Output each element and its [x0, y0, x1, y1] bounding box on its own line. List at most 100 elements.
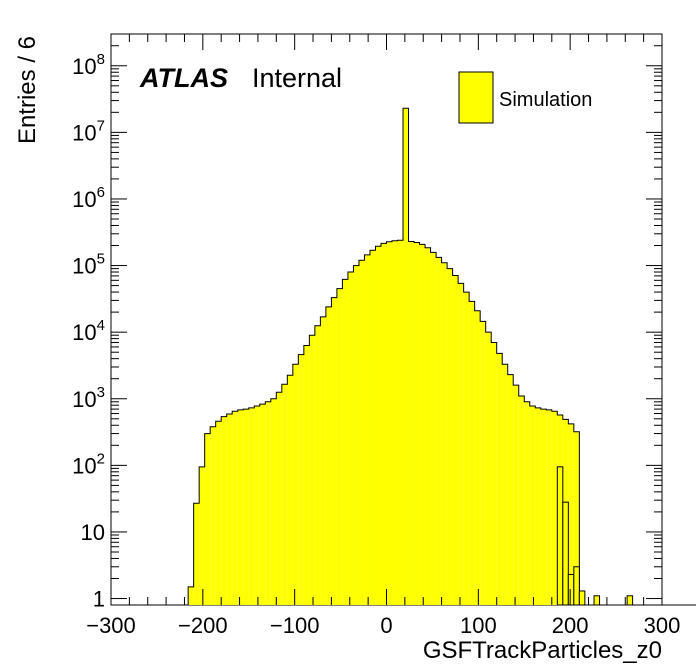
x-tick-label: 100 — [460, 613, 497, 638]
histogram-bin — [485, 332, 492, 605]
x-tick-label: 300 — [644, 613, 681, 638]
histogram-bin — [281, 384, 288, 605]
histogram-bin — [507, 374, 514, 605]
x-tick-label: 0 — [380, 613, 392, 638]
x-tick-label: 200 — [552, 613, 589, 638]
histogram-bin — [215, 421, 222, 605]
histogram-bin — [386, 241, 393, 605]
histogram-bin — [414, 242, 420, 605]
histogram-bin — [237, 409, 244, 605]
histogram-bin — [397, 240, 404, 605]
y-axis-title: Entries / 6 — [14, 36, 41, 144]
histogram-bin — [573, 431, 580, 605]
histogram-bin — [502, 364, 508, 605]
histogram-bin — [243, 409, 249, 605]
histogram-bin — [193, 503, 200, 605]
histogram-bin — [221, 416, 227, 605]
histogram-bin — [469, 301, 475, 605]
histogram-bin — [474, 310, 481, 605]
histogram-bin — [303, 345, 310, 605]
histogram-bin — [463, 292, 470, 605]
histogram-bin — [287, 375, 293, 605]
histogram-bin — [353, 265, 359, 605]
histogram-bin — [551, 411, 558, 605]
histogram-bin — [436, 257, 442, 605]
histogram-bin — [226, 414, 233, 605]
histogram-bin — [314, 325, 321, 605]
histogram-bin — [265, 401, 271, 605]
legend-swatch — [458, 71, 494, 124]
histogram-bin — [441, 262, 448, 605]
histogram-bin — [593, 595, 601, 606]
histogram-bin — [518, 396, 525, 605]
y-tick-label: 104 — [72, 317, 105, 345]
y-tick-label: 10 — [81, 520, 105, 545]
y-tick-label: 107 — [72, 117, 105, 145]
histogram-outline — [111, 107, 696, 606]
histogram-bars — [111, 107, 696, 606]
histogram-bin — [524, 401, 530, 605]
histogram-bin — [529, 405, 536, 605]
x-tick-label: −200 — [178, 613, 228, 638]
histogram-bin — [292, 364, 299, 605]
histogram-bin — [535, 407, 541, 605]
histogram-bin — [408, 241, 415, 605]
histogram-bin — [358, 260, 365, 605]
histogram-bin — [578, 590, 586, 606]
histogram-bin — [496, 353, 503, 605]
histogram-bin — [270, 398, 277, 605]
y-tick-label: 102 — [72, 450, 105, 478]
internal-label: Internal — [252, 63, 342, 93]
histogram-bin — [546, 409, 552, 605]
histogram-bin — [419, 244, 426, 605]
histogram-bin — [458, 283, 464, 605]
histogram-bin — [320, 316, 326, 605]
histogram-bin — [568, 423, 574, 605]
histogram-bin — [556, 466, 564, 606]
tick-labels: −300 −200 −100 0 100 200 300 1 10 102 103 104 105 106… — [72, 51, 680, 638]
atlas-label: ATLAS — [139, 63, 228, 93]
x-tick-label: −300 — [86, 613, 136, 638]
y-tick-label: 108 — [72, 51, 105, 79]
y-tick-label: 105 — [72, 251, 105, 279]
axes — [110, 33, 663, 605]
y-tick-label: 103 — [72, 384, 105, 412]
histogram-bin — [259, 404, 266, 605]
y-tick-label: 1 — [93, 587, 105, 612]
histogram-bin — [567, 573, 575, 606]
histogram-bin — [342, 279, 348, 605]
x-axis-title: GSFTrackParticles_z0 — [423, 637, 662, 664]
histogram-bin — [491, 342, 497, 605]
histogram-bin — [325, 306, 332, 605]
histogram-bin — [331, 297, 337, 605]
histogram-bin — [199, 466, 205, 605]
histogram-bin — [403, 108, 409, 605]
histogram-bin — [210, 426, 216, 605]
histogram-bin — [232, 411, 238, 605]
histogram-bin — [540, 409, 547, 605]
histogram-bin — [369, 250, 376, 605]
y-tick-label: 106 — [72, 184, 105, 212]
histogram-bin — [276, 392, 282, 605]
histogram-bin — [204, 433, 211, 605]
histogram-bin — [347, 272, 354, 605]
histogram-bin — [336, 288, 343, 605]
histogram-bin — [430, 252, 437, 606]
histogram-bin — [452, 275, 459, 605]
histogram-bin — [513, 385, 519, 605]
x-tick-label: −100 — [270, 613, 320, 638]
histogram-bin — [309, 335, 315, 605]
histogram-bin — [425, 247, 431, 605]
histogram-bin — [573, 566, 580, 606]
histogram-bin — [392, 240, 398, 605]
histogram-bin — [254, 405, 260, 605]
histogram-bin — [248, 407, 255, 605]
histogram-bin — [626, 595, 634, 606]
legend-label: Simulation — [499, 89, 592, 111]
histogram-bin — [562, 501, 569, 606]
histogram-bin — [375, 246, 381, 605]
histogram-bin — [480, 321, 486, 605]
histogram-bin — [364, 254, 370, 605]
histogram-bin — [380, 243, 387, 606]
